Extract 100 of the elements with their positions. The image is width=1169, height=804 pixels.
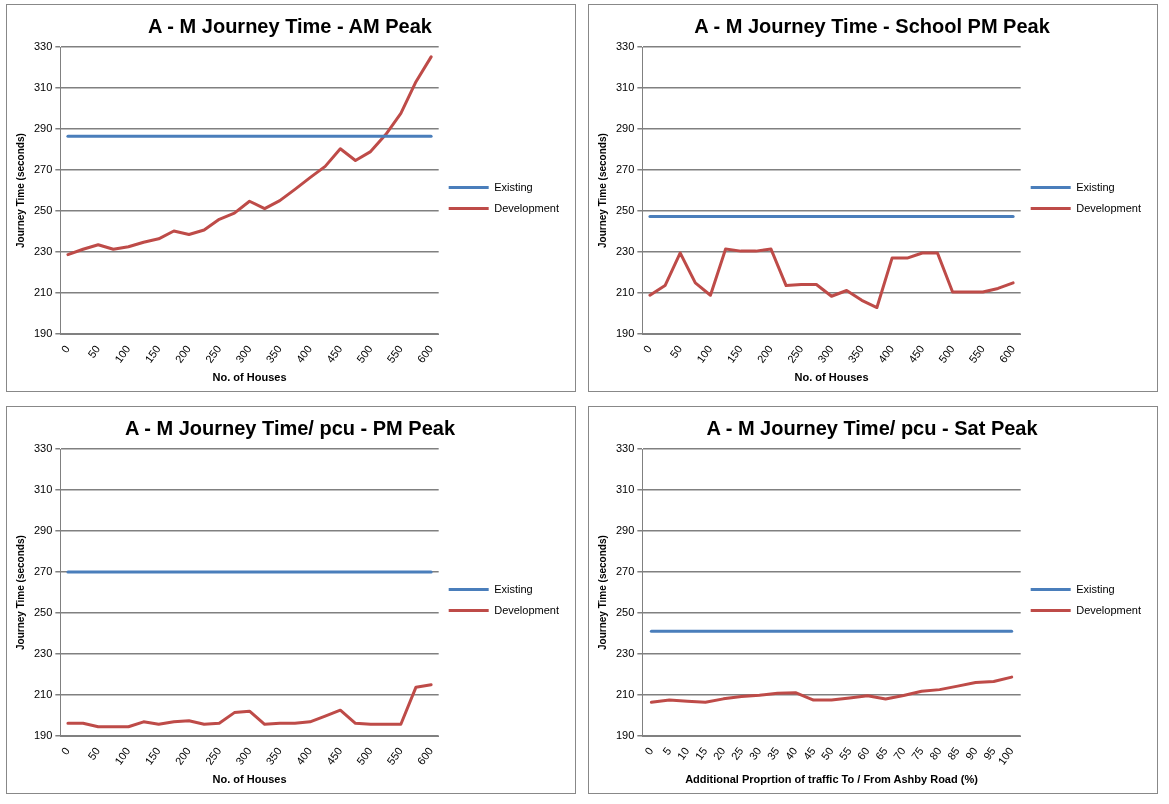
x-tick-label: 30 xyxy=(746,744,764,762)
x-tick-label: 200 xyxy=(172,744,194,767)
y-tick-label: 310 xyxy=(33,81,53,94)
y-axis-title: Journey Time (seconds) xyxy=(596,535,608,651)
x-tick-label: 250 xyxy=(202,342,224,365)
y-tick-label: 310 xyxy=(33,483,53,496)
x-tick-label: 0 xyxy=(642,744,656,757)
x-tick-label: 70 xyxy=(890,744,908,762)
y-tick-label: 310 xyxy=(615,483,635,496)
y-axis-title: Journey Time (seconds) xyxy=(596,133,608,249)
x-tick-label: 350 xyxy=(263,342,284,365)
y-tick-label: 190 xyxy=(615,327,635,340)
x-tick-label: 100 xyxy=(694,342,715,365)
y-tick-label: 190 xyxy=(33,729,53,742)
y-tick-label: 270 xyxy=(33,163,53,176)
x-tick-label: 400 xyxy=(293,342,315,365)
y-tick-label: 290 xyxy=(615,122,635,135)
x-tick-label: 350 xyxy=(263,744,284,767)
x-tick-label: 150 xyxy=(142,342,163,365)
x-tick-label: 400 xyxy=(293,744,315,767)
y-tick-label: 230 xyxy=(615,245,635,258)
x-axis-title: No. of Houses xyxy=(212,371,287,384)
x-tick-label: 0 xyxy=(640,342,654,355)
x-tick-label: 75 xyxy=(908,744,926,762)
x-axis-title: No. of Houses xyxy=(212,773,287,786)
y-tick-label: 210 xyxy=(615,688,635,701)
x-axis-title: Additional Proprtion of traffic To / From Ashby Road (%) xyxy=(685,773,979,786)
y-tick-label: 250 xyxy=(33,204,53,217)
x-tick-label: 150 xyxy=(724,342,745,365)
chart-title: A - M Journey Time - AM Peak xyxy=(148,14,433,37)
y-tick-label: 310 xyxy=(615,81,635,94)
y-tick-label: 250 xyxy=(33,606,53,619)
y-tick-label: 270 xyxy=(33,565,53,578)
x-tick-label: 0 xyxy=(58,744,72,757)
x-tick-label: 45 xyxy=(800,744,818,762)
y-tick-label: 230 xyxy=(615,647,635,660)
x-tick-label: 550 xyxy=(384,744,405,767)
y-tick-label: 290 xyxy=(615,524,635,537)
legend-label: Development xyxy=(494,201,560,214)
x-axis-title: No. of Houses xyxy=(794,371,869,384)
chart-title: A - M Journey Time/ pcu - Sat Peak xyxy=(706,416,1039,439)
x-tick-label: 0 xyxy=(58,342,72,355)
x-tick-label: 20 xyxy=(710,744,728,762)
y-tick-label: 250 xyxy=(615,606,635,619)
x-tick-label: 400 xyxy=(875,342,897,365)
y-tick-label: 330 xyxy=(615,40,635,53)
x-tick-label: 600 xyxy=(996,342,1018,365)
y-axis-title: Journey Time (seconds) xyxy=(14,535,26,651)
x-tick-label: 50 xyxy=(85,342,103,360)
y-tick-label: 250 xyxy=(615,204,635,217)
y-tick-label: 290 xyxy=(33,524,53,537)
y-tick-label: 210 xyxy=(33,688,53,701)
x-tick-label: 25 xyxy=(728,744,746,762)
legend-label: Development xyxy=(1076,603,1142,616)
x-tick-label: 50 xyxy=(85,744,103,762)
x-tick-label: 85 xyxy=(944,744,962,762)
chart-title: A - M Journey Time - School PM Peak xyxy=(694,14,1051,37)
x-tick-label: 450 xyxy=(323,744,345,767)
x-tick-label: 600 xyxy=(414,342,436,365)
y-tick-label: 270 xyxy=(615,565,635,578)
x-tick-label: 50 xyxy=(818,744,836,762)
x-tick-label: 450 xyxy=(905,342,927,365)
x-tick-label: 5 xyxy=(660,744,674,757)
x-tick-label: 450 xyxy=(323,342,345,365)
x-tick-label: 350 xyxy=(845,342,866,365)
legend-label: Existing xyxy=(1076,180,1115,193)
y-tick-label: 330 xyxy=(33,40,53,53)
x-tick-label: 100 xyxy=(995,744,1016,767)
x-tick-label: 200 xyxy=(754,342,776,365)
x-tick-label: 50 xyxy=(667,342,685,360)
x-tick-label: 10 xyxy=(674,744,692,762)
legend-label: Existing xyxy=(1076,582,1115,595)
x-tick-label: 500 xyxy=(354,744,375,767)
y-tick-label: 190 xyxy=(615,729,635,742)
x-tick-label: 100 xyxy=(112,342,133,365)
x-tick-label: 500 xyxy=(936,342,957,365)
chart-title: A - M Journey Time/ pcu - PM Peak xyxy=(124,416,456,439)
x-tick-label: 300 xyxy=(233,342,254,365)
x-tick-label: 600 xyxy=(414,744,436,767)
y-tick-label: 290 xyxy=(33,122,53,135)
legend-label: Development xyxy=(494,603,560,616)
x-tick-label: 40 xyxy=(782,744,800,762)
x-tick-label: 200 xyxy=(172,342,194,365)
x-tick-label: 300 xyxy=(815,342,836,365)
x-tick-label: 100 xyxy=(112,744,133,767)
x-tick-label: 95 xyxy=(980,744,998,762)
x-tick-label: 55 xyxy=(836,744,854,762)
y-tick-label: 190 xyxy=(33,327,53,340)
x-tick-label: 150 xyxy=(142,744,163,767)
x-tick-label: 60 xyxy=(854,744,872,762)
x-tick-label: 15 xyxy=(692,744,710,762)
x-tick-label: 90 xyxy=(962,744,980,762)
x-tick-label: 550 xyxy=(384,342,405,365)
legend-label: Existing xyxy=(494,180,533,193)
y-tick-label: 230 xyxy=(33,647,53,660)
x-tick-label: 550 xyxy=(966,342,987,365)
x-tick-label: 35 xyxy=(764,744,782,762)
y-tick-label: 210 xyxy=(615,286,635,299)
legend-label: Development xyxy=(1076,201,1142,214)
x-tick-label: 250 xyxy=(784,342,806,365)
